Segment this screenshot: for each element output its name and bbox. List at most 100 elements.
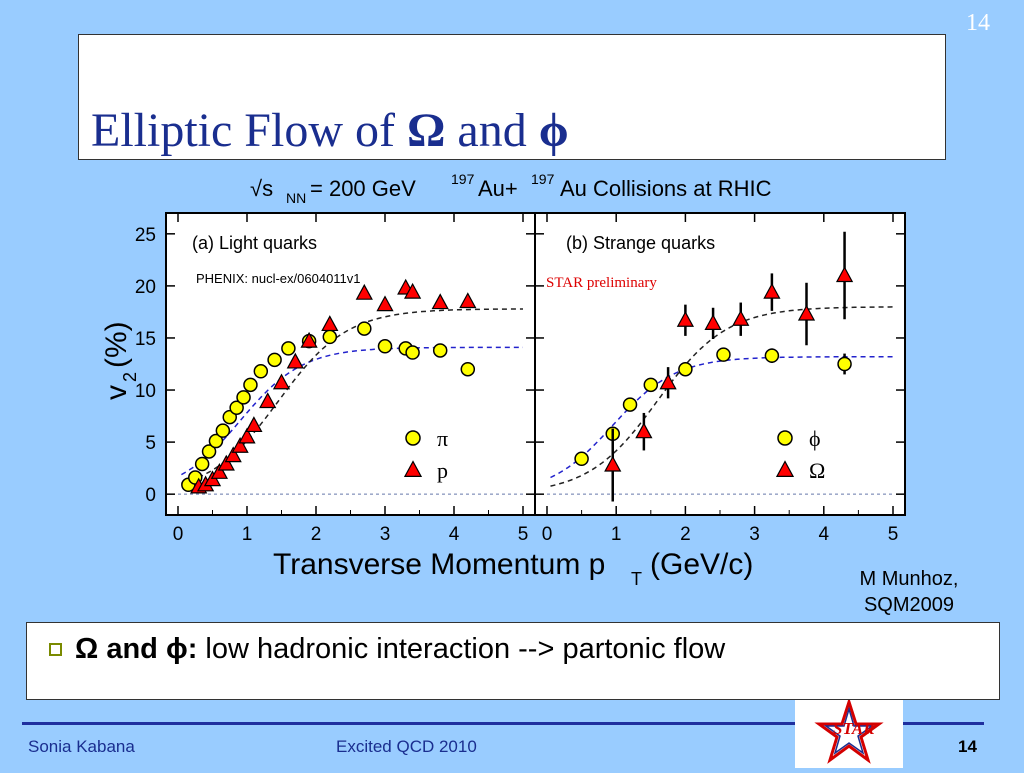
- x-tick-label: 2: [680, 524, 691, 545]
- star-logo-icon: STAR: [814, 697, 884, 764]
- data-point-triangle: [376, 295, 394, 312]
- data-point-circle: [716, 347, 731, 362]
- bullet-colon: :: [187, 633, 198, 665]
- data-point-circle: [281, 341, 296, 356]
- y-axis-title-unit: (%): [100, 321, 133, 368]
- legend-label: Ω: [809, 458, 825, 483]
- bullet-text: Ω and ϕ: low hadronic interaction --> pa…: [75, 633, 725, 666]
- data-point-triangle: [300, 331, 318, 348]
- data-point-triangle: [259, 392, 277, 409]
- data-point-circle: [405, 345, 420, 360]
- bullet-body: low hadronic interaction --> partonic fl…: [197, 633, 726, 665]
- data-point-circle: [678, 361, 693, 377]
- fit-curve: [181, 346, 523, 476]
- slide-title: Elliptic Flow of Ω and ϕ: [91, 103, 569, 158]
- footer-author: Sonia Kabana: [28, 737, 135, 756]
- x-tick-label: 4: [449, 524, 460, 545]
- x-tick-label: 3: [749, 524, 760, 545]
- x-axis-title: Transverse Momentum p T (GeV/c): [273, 548, 753, 589]
- bullet-omega: Ω: [75, 633, 99, 665]
- slide-number-top: 14: [966, 10, 990, 36]
- legend-label: p: [437, 458, 448, 483]
- data-point-circle: [837, 356, 852, 372]
- legend-marker: [777, 430, 793, 446]
- data-point-circle: [229, 400, 244, 415]
- data-point-circle: [764, 348, 780, 363]
- data-point-triangle: [210, 463, 229, 479]
- data-point-triangle: [635, 422, 653, 439]
- x-tick-label: 0: [542, 524, 553, 545]
- data-point-triangle: [459, 292, 477, 309]
- credit-line1: M Munhoz,: [859, 568, 959, 590]
- title-box: Elliptic Flow of Ω and ϕ: [78, 34, 946, 160]
- data-point-circle: [194, 456, 210, 472]
- data-point-triangle: [604, 455, 622, 472]
- y-axis-title-sub: 2: [120, 372, 140, 382]
- data-point-circle: [236, 390, 251, 405]
- title-prefix: Elliptic Flow of: [91, 104, 407, 157]
- data-point-circle: [201, 444, 217, 459]
- data-point-circle: [460, 361, 476, 377]
- data-point-triangle: [431, 293, 449, 310]
- x-tick-label: 1: [611, 524, 622, 545]
- bullet-box: Ω and ϕ: low hadronic interaction --> pa…: [26, 622, 1000, 700]
- x-axis-title-unit: (GeV/c): [650, 548, 753, 581]
- panel-annotation: PHENIX: nucl-ex/0604011v1: [196, 271, 361, 286]
- data-point-triangle: [704, 314, 722, 330]
- data-point-circle: [377, 339, 393, 354]
- y-tick-label: 10: [135, 381, 156, 402]
- fit-curve: [550, 306, 894, 487]
- data-point-circle: [432, 343, 448, 358]
- legend-marker: [405, 430, 421, 446]
- data-point-triangle: [286, 352, 304, 369]
- footer-page-number: 14: [958, 737, 977, 756]
- footer-divider: [22, 722, 984, 725]
- data-point-triangle: [676, 311, 695, 327]
- x-tick-label: 3: [380, 524, 391, 545]
- legend-marker: [775, 460, 795, 477]
- legend-marker: [403, 460, 423, 477]
- y-tick-label: 20: [135, 277, 156, 298]
- data-point-triangle: [224, 446, 242, 463]
- star-logo: STAR: [795, 697, 903, 768]
- data-point-triangle: [321, 315, 339, 332]
- data-point-triangle: [835, 266, 854, 283]
- title-phi-symbol: ϕ: [538, 104, 569, 157]
- data-point-circle: [215, 423, 231, 438]
- data-point-triangle: [217, 454, 235, 471]
- data-point-triangle: [763, 282, 781, 299]
- data-point-triangle: [797, 304, 816, 321]
- y-tick-label: 5: [145, 433, 156, 454]
- data-point-circle: [208, 433, 224, 449]
- data-point-circle: [643, 377, 659, 393]
- x-tick-label: 2: [311, 524, 322, 545]
- data-point-triangle: [403, 282, 422, 299]
- chart-title-a1: 197: [451, 171, 475, 187]
- chart-title-a2: 197: [531, 171, 555, 187]
- data-point-circle: [253, 364, 269, 379]
- y-tick-label: 15: [135, 329, 156, 350]
- data-point-triangle: [659, 373, 677, 390]
- x-tick-label: 5: [518, 524, 529, 545]
- chart-title-sqrt: √s: [250, 176, 273, 201]
- data-point-circle: [357, 321, 372, 336]
- legend-label: ϕ: [809, 426, 821, 451]
- data-point-circle: [574, 451, 589, 467]
- data-point-triangle: [245, 416, 263, 433]
- chart-title-energy: = 200 GeV: [310, 176, 416, 201]
- data-point-triangle: [732, 309, 750, 326]
- credit: M Munhoz, SQM2009: [838, 566, 980, 618]
- chart-title-au1: Au+: [478, 176, 518, 201]
- x-tick-label: 0: [173, 524, 184, 545]
- logo-text: STAR: [833, 719, 875, 738]
- panel-2: 0 1 2 3 4 5 ϕΩ (b) Strange quarks STAR prelimina…: [534, 212, 906, 545]
- x-axis-title-main: Transverse Momentum p: [273, 548, 605, 581]
- panel-label: (b) Strange quarks: [566, 233, 715, 253]
- y-tick-label: 25: [135, 225, 156, 246]
- data-point-circle: [243, 377, 258, 393]
- data-point-circle: [267, 352, 282, 368]
- title-omega-symbol: Ω: [406, 104, 446, 157]
- footer-conference: Excited QCD 2010: [336, 737, 477, 756]
- v2-chart: √s NN = 200 GeV 197 Au+ 197 Au Collision…: [100, 171, 906, 589]
- y-axis-title-v: v: [100, 385, 133, 400]
